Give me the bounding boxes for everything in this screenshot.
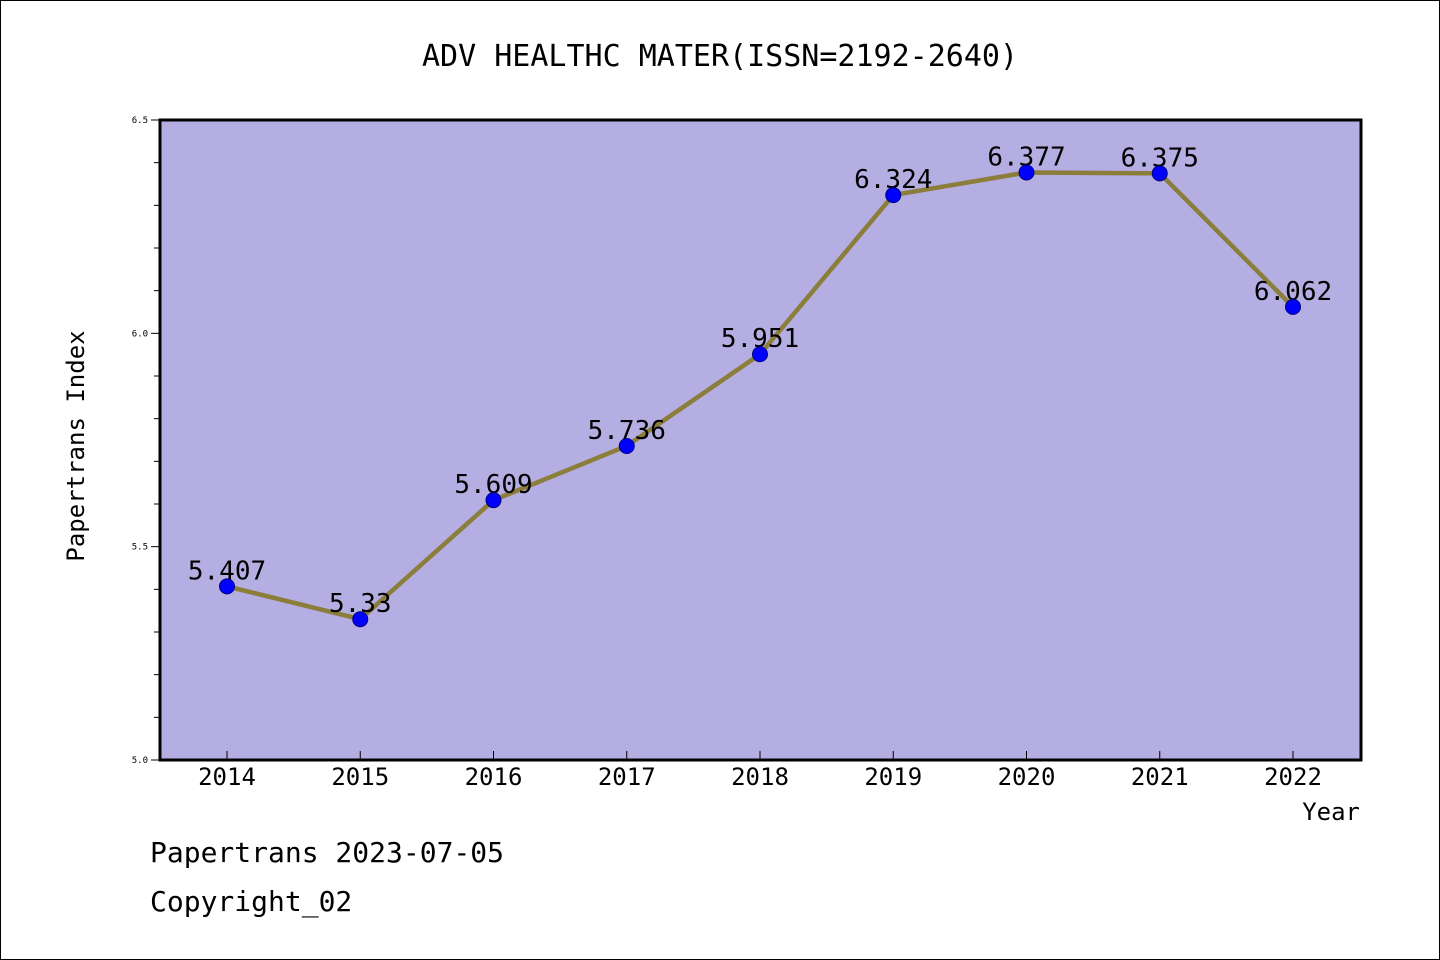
data-point bbox=[618, 437, 635, 454]
x-tick-label: 2017 bbox=[598, 763, 656, 791]
data-point bbox=[219, 578, 235, 595]
x-tick-label: 2020 bbox=[998, 763, 1056, 791]
y-tick-label: 6.0 bbox=[132, 329, 148, 339]
data-markers bbox=[219, 164, 1301, 628]
x-axis-ticks: 2014 2015 2016 2017 2018 2019 2020 2021 2022 bbox=[198, 751, 1322, 791]
data-point bbox=[1018, 164, 1035, 181]
footer-copyright: Copyright_02 bbox=[150, 885, 353, 918]
data-point bbox=[752, 346, 768, 363]
y-tick-label: 6.5 bbox=[132, 116, 148, 126]
plot-border bbox=[158, 118, 1363, 762]
x-tick-label: 2014 bbox=[198, 763, 256, 791]
data-point bbox=[885, 187, 902, 204]
x-tick-label: 2016 bbox=[465, 763, 523, 791]
x-tick-label: 2018 bbox=[731, 763, 789, 791]
y-tick-label: 5.0 bbox=[132, 756, 148, 766]
plot-area bbox=[160, 120, 1361, 760]
y-axis-ticks: 5.0 5.5 6.0 6.5 bbox=[132, 116, 160, 766]
footer-date: Papertrans 2023-07-05 bbox=[150, 836, 505, 869]
x-tick-label: 2015 bbox=[331, 763, 389, 791]
y-tick-label: 5.5 bbox=[132, 543, 148, 553]
data-point bbox=[1151, 165, 1168, 182]
chart-title: ADV HEALTHC MATER(ISSN=2192-2640) bbox=[422, 39, 1018, 74]
x-axis-label: Year bbox=[1302, 798, 1360, 826]
x-tick-label: 2021 bbox=[1131, 763, 1189, 791]
y-axis-label: Papertrans Index bbox=[62, 330, 90, 561]
x-tick-label: 2019 bbox=[864, 763, 922, 791]
data-point bbox=[485, 492, 502, 509]
data-point bbox=[352, 611, 369, 628]
x-tick-label: 2022 bbox=[1264, 763, 1322, 791]
data-point bbox=[1285, 298, 1301, 315]
